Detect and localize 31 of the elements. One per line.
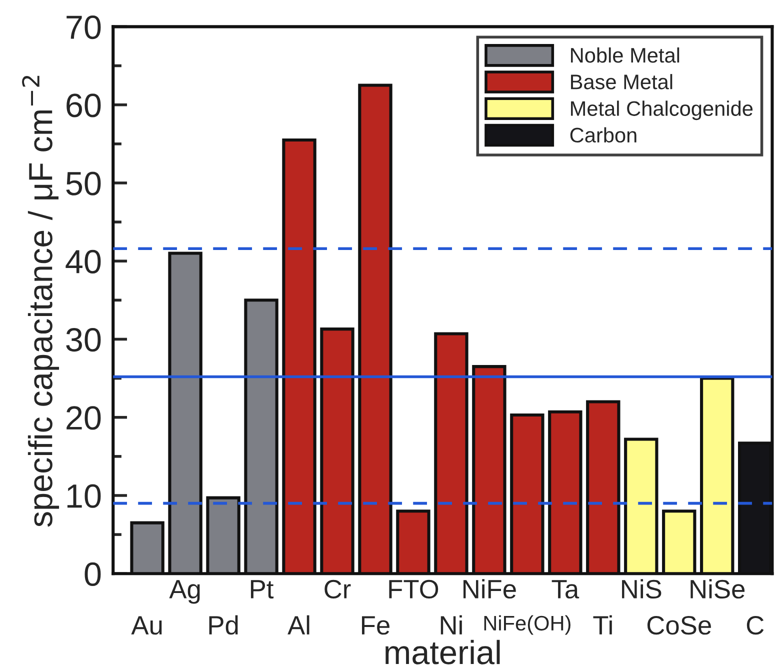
x-tick-label: NiFe(OH) <box>484 615 570 635</box>
legend-label: Noble Metal <box>571 47 680 63</box>
x-tick-label: Pt <box>250 580 274 599</box>
x-tick-label: Au <box>131 616 162 635</box>
x-tick-label: Ta <box>552 580 580 599</box>
y-tick-label: 60 <box>66 94 101 118</box>
legend-label: Base Metal <box>571 74 672 90</box>
x-tick-label: Fe <box>362 616 390 635</box>
x-tick-label: Ag <box>169 580 200 604</box>
y-tick-label: 50 <box>66 172 101 196</box>
y-tick-label: 70 <box>66 15 101 40</box>
legend-label: Carbon <box>570 127 636 143</box>
x-tick-label: Al <box>288 615 310 634</box>
y-axis-title: specific capacitance / μF cm$^{−2}$ <box>22 76 60 527</box>
y-tick-label: 20 <box>66 406 101 430</box>
y-tick-label: 40 <box>66 250 101 274</box>
x-tick-label: NiS <box>622 579 662 599</box>
x-tick-label: Ni <box>440 615 462 634</box>
x-axis-title: material <box>386 640 500 664</box>
x-tick-label: Pd <box>209 615 238 635</box>
x-tick-label: CoSe <box>647 616 711 635</box>
x-tick-label: NiFe <box>463 579 516 599</box>
x-tick-label: C <box>746 616 764 635</box>
y-tick-label: 10 <box>67 484 101 508</box>
x-tick-label: NiSe <box>690 579 745 599</box>
y-tick-label: 0 <box>84 562 101 586</box>
x-tick-label: Cr <box>324 580 351 599</box>
y-tick-label: 30 <box>66 328 101 352</box>
x-tick-label: Ti <box>593 615 612 634</box>
x-tick-label: FTO <box>389 580 438 599</box>
legend-label: Metal Chalcogenide <box>571 100 753 120</box>
